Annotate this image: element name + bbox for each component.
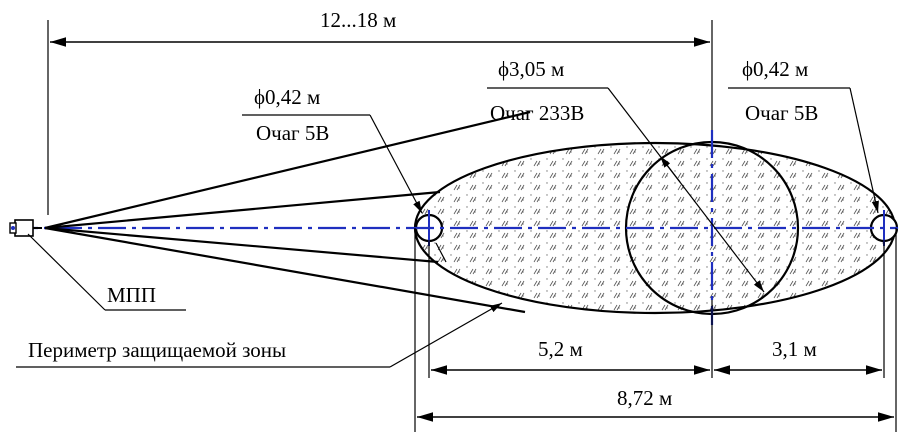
center-fire-label: Очаг 233В — [490, 101, 584, 125]
dim-left-label: 5,2 м — [538, 337, 583, 361]
left-diameter-label: ϕ0,42 м — [254, 85, 320, 109]
perimeter-label: Периметр защищаемой зоны — [28, 338, 286, 362]
center-diameter-label: ϕ3,05 м — [498, 57, 564, 81]
total-distance-label: 12...18 м — [320, 8, 396, 32]
detector-icon — [10, 220, 42, 236]
right-fire-label: Очаг 5В — [745, 101, 818, 125]
right-diameter-label: ϕ0,42 м — [742, 57, 808, 81]
dim-right-label: 3,1 м — [772, 337, 817, 361]
dim-total-bottom-label: 8,72 м — [617, 386, 672, 410]
left-fire-label: Очаг 5В — [256, 121, 329, 145]
detector-label: МПП — [107, 283, 156, 307]
